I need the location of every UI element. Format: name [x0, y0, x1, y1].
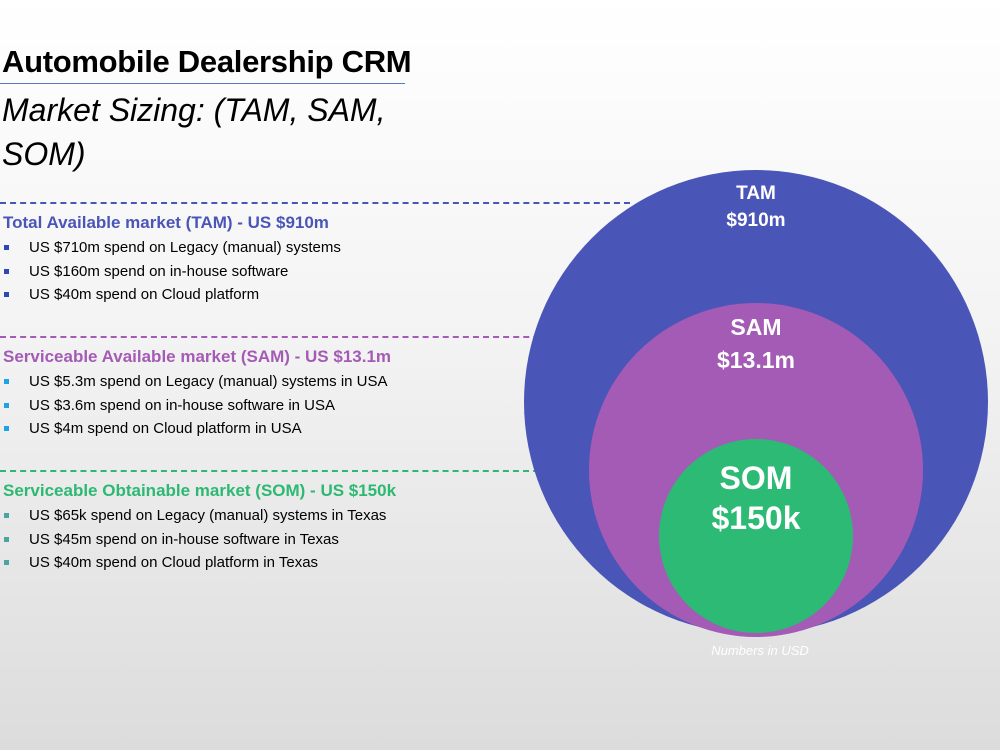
- som-dashed-line: [0, 470, 700, 472]
- sam-circle-value: $13.1m: [716, 347, 796, 373]
- list-item: US $40m spend on Cloud platform: [3, 283, 341, 307]
- list-item: US $5.3m spend on Legacy (manual) system…: [3, 370, 391, 394]
- som-circle-value: $150k: [711, 500, 801, 536]
- tam-heading: Total Available market (TAM) - US $910m: [3, 213, 329, 232]
- tam-circle-label: TAM $910m: [726, 180, 785, 234]
- tam-dashed-line: [0, 202, 630, 204]
- numbers-footnote: Numbers in USD: [711, 643, 809, 658]
- som-circle-name: SOM: [719, 460, 793, 496]
- tam-section: Total Available market (TAM) - US $910m …: [3, 212, 341, 307]
- sam-dashed-line: [0, 336, 650, 338]
- list-item: US $160m spend on in-house software: [3, 260, 341, 284]
- page-title: Automobile Dealership CRM: [2, 44, 412, 79]
- square-bullet-icon: [4, 536, 9, 542]
- sam-heading: Serviceable Available market (SAM) - US …: [3, 347, 392, 366]
- som-circle: [659, 439, 853, 633]
- page-subtitle: Market Sizing: (TAM, SAM, SOM): [2, 92, 386, 172]
- list-item: US $710m spend on Legacy (manual) system…: [3, 236, 341, 260]
- som-circle-label: SOM $150k: [712, 458, 801, 538]
- square-bullet-icon: [4, 245, 9, 250]
- square-bullet-icon: [4, 402, 9, 408]
- list-item: US $65k spend on Legacy (manual) systems…: [3, 504, 396, 528]
- tam-circle-name: TAM: [736, 183, 776, 204]
- sam-circle-name: SAM: [730, 314, 782, 340]
- square-bullet-icon: [4, 292, 9, 297]
- som-bullet-list: US $65k spend on Legacy (manual) systems…: [3, 504, 396, 575]
- list-item: US $40m spend on Cloud platform in Texas: [3, 551, 396, 575]
- list-item: US $4m spend on Cloud platform in USA: [3, 417, 391, 441]
- som-heading: Serviceable Obtainable market (SOM) - US…: [3, 481, 397, 500]
- square-bullet-icon: [4, 379, 9, 384]
- list-item: US $3.6m spend on in-house software in U…: [3, 394, 391, 418]
- square-bullet-icon: [4, 426, 9, 431]
- sam-section: Serviceable Available market (SAM) - US …: [3, 346, 391, 441]
- square-bullet-icon: [4, 560, 9, 565]
- square-bullet-icon: [4, 513, 9, 518]
- sam-bullet-list: US $5.3m spend on Legacy (manual) system…: [3, 370, 391, 441]
- square-bullet-icon: [4, 268, 9, 274]
- title-underline: [0, 83, 405, 84]
- sam-circle-label: SAM $13.1m: [717, 311, 795, 377]
- list-item: US $45m spend on in-house software in Te…: [3, 528, 396, 552]
- som-section: Serviceable Obtainable market (SOM) - US…: [3, 480, 396, 575]
- tam-circle-value: $910m: [726, 210, 786, 231]
- tam-bullet-list: US $710m spend on Legacy (manual) system…: [3, 236, 341, 307]
